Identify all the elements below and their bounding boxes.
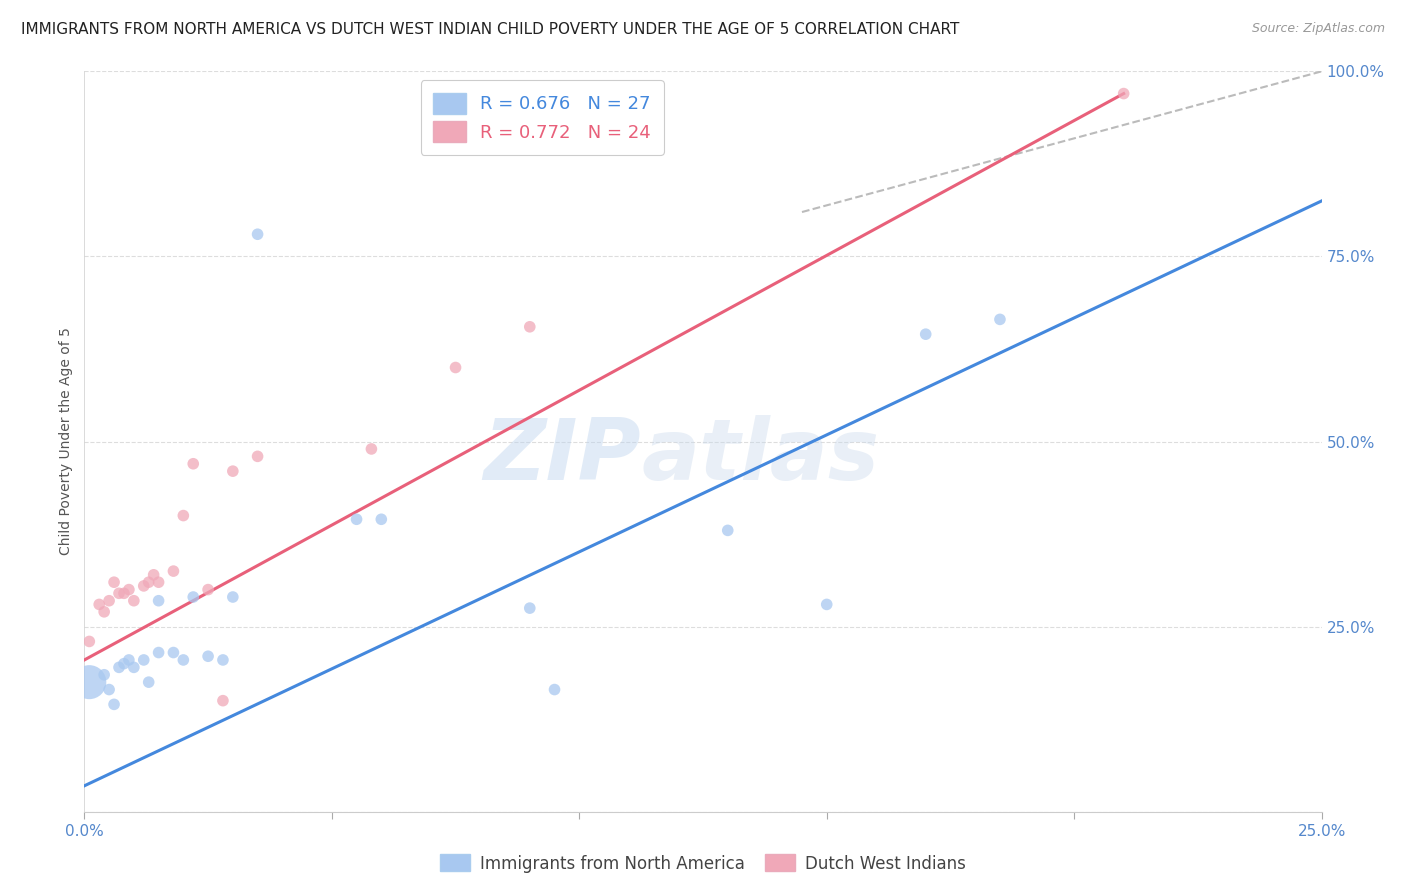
Point: [222, 464, 245, 478]
Point: [103, 698, 125, 712]
Point: [108, 660, 131, 674]
Text: atlas: atlas: [641, 415, 879, 498]
Point: [142, 567, 165, 582]
Point: [222, 590, 245, 604]
Point: [138, 575, 160, 590]
Point: [122, 660, 145, 674]
Point: [519, 319, 541, 334]
Point: [346, 512, 368, 526]
Point: [79, 675, 101, 690]
Point: [197, 582, 219, 597]
Text: ZIP: ZIP: [484, 415, 641, 498]
Point: [148, 575, 170, 590]
Point: [132, 653, 155, 667]
Point: [1112, 87, 1135, 101]
Point: [370, 512, 392, 526]
Point: [98, 682, 121, 697]
Point: [89, 598, 111, 612]
Point: [172, 508, 194, 523]
Point: [246, 450, 269, 464]
Point: [122, 593, 145, 607]
Point: [148, 646, 170, 660]
Point: [108, 586, 131, 600]
Point: [118, 582, 141, 597]
Point: [246, 227, 269, 242]
Legend: R = 0.676   N = 27, R = 0.772   N = 24: R = 0.676 N = 27, R = 0.772 N = 24: [420, 80, 664, 154]
Point: [148, 593, 170, 607]
Point: [132, 579, 155, 593]
Point: [815, 598, 838, 612]
Point: [172, 653, 194, 667]
Y-axis label: Child Poverty Under the Age of 5: Child Poverty Under the Age of 5: [59, 327, 73, 556]
Point: [162, 646, 184, 660]
Point: [162, 564, 184, 578]
Text: Source: ZipAtlas.com: Source: ZipAtlas.com: [1251, 22, 1385, 36]
Point: [118, 653, 141, 667]
Text: IMMIGRANTS FROM NORTH AMERICA VS DUTCH WEST INDIAN CHILD POVERTY UNDER THE AGE O: IMMIGRANTS FROM NORTH AMERICA VS DUTCH W…: [21, 22, 959, 37]
Point: [112, 657, 135, 671]
Legend: Immigrants from North America, Dutch West Indians: Immigrants from North America, Dutch Wes…: [433, 847, 973, 880]
Point: [98, 593, 121, 607]
Point: [112, 586, 135, 600]
Point: [93, 605, 115, 619]
Point: [717, 524, 740, 538]
Point: [212, 653, 235, 667]
Point: [181, 457, 204, 471]
Point: [519, 601, 541, 615]
Point: [360, 442, 382, 456]
Point: [988, 312, 1011, 326]
Point: [181, 590, 204, 604]
Point: [197, 649, 219, 664]
Point: [914, 327, 936, 342]
Point: [212, 694, 235, 708]
Point: [543, 682, 565, 697]
Point: [444, 360, 467, 375]
Point: [79, 634, 101, 648]
Point: [138, 675, 160, 690]
Point: [93, 667, 115, 681]
Point: [103, 575, 125, 590]
